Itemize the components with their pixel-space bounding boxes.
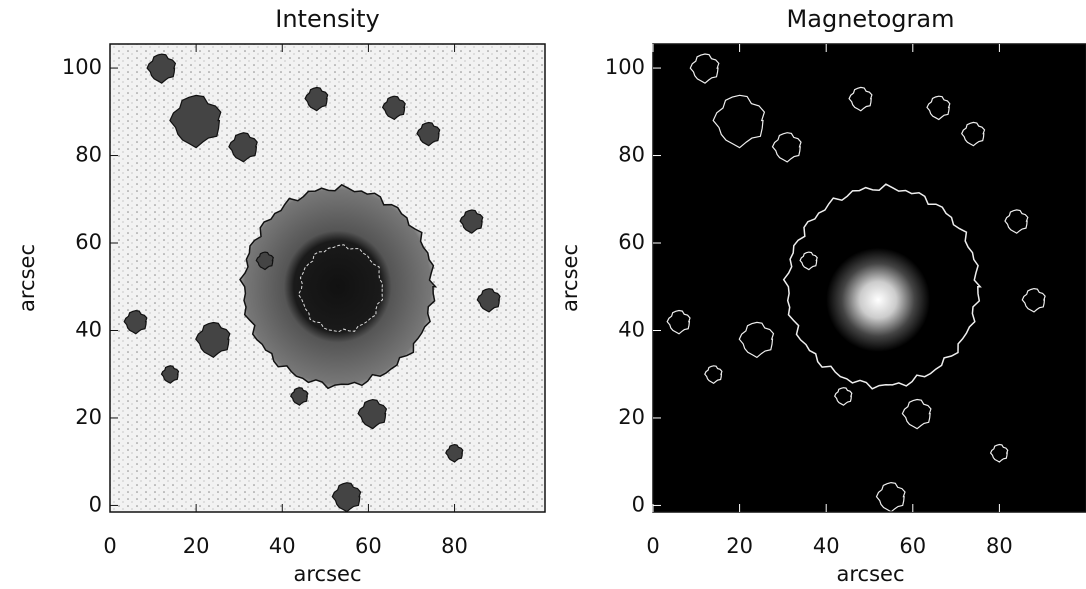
small-feature [848, 86, 873, 112]
small-feature [459, 209, 484, 234]
plot-frame [109, 43, 546, 513]
y-tick-label: 40 [75, 317, 102, 341]
y-tick-label: 20 [75, 405, 102, 429]
small-feature [169, 94, 222, 149]
small-feature [961, 121, 986, 147]
chart-title: Magnetogram [787, 5, 955, 33]
umbra-contour [297, 244, 384, 333]
y-tick-label: 100 [62, 55, 102, 79]
y-tick-label: 80 [75, 143, 102, 167]
x-tick-label: 0 [646, 534, 659, 558]
small-feature [926, 95, 951, 121]
small-feature [989, 443, 1009, 463]
chart-title: Intensity [275, 5, 379, 33]
y-axis-label: arcsec [558, 244, 582, 312]
x-tick-label: 60 [899, 534, 926, 558]
small-feature [689, 53, 720, 84]
small-feature [704, 365, 723, 385]
y-tick-label: 100 [605, 55, 645, 79]
x-tick-label: 80 [986, 534, 1013, 558]
small-feature [799, 251, 818, 271]
small-feature [416, 121, 441, 147]
small-feature [666, 309, 691, 335]
y-tick-label: 0 [632, 492, 645, 516]
x-tick-label: 20 [726, 534, 753, 558]
y-axis-label: arcsec [15, 244, 39, 312]
x-tick-label: 0 [103, 534, 116, 558]
x-tick-label: 80 [441, 534, 468, 558]
y-tick-label: 60 [618, 230, 645, 254]
small-feature [875, 481, 906, 513]
x-axis-label: arcsec [294, 562, 362, 586]
plot-frame [652, 43, 1086, 513]
penumbra [239, 183, 438, 390]
penumbra [782, 183, 982, 390]
y-tick-label: 80 [618, 143, 645, 167]
magnetic-core [826, 247, 931, 352]
small-feature [901, 398, 932, 430]
x-tick-label: 20 [183, 534, 210, 558]
small-feature [255, 251, 274, 271]
small-feature [833, 387, 853, 406]
y-tick-label: 0 [89, 492, 102, 516]
small-feature [160, 365, 180, 384]
small-feature [738, 321, 775, 359]
small-feature [289, 387, 309, 406]
small-feature [304, 86, 329, 112]
small-feature [1004, 209, 1029, 234]
small-feature [712, 94, 766, 149]
small-feature [381, 95, 406, 121]
small-feature [146, 53, 177, 84]
x-tick-label: 40 [813, 534, 840, 558]
small-feature [123, 309, 148, 335]
small-feature [195, 321, 231, 359]
y-tick-label: 40 [618, 317, 645, 341]
small-feature [771, 132, 802, 163]
x-tick-label: 40 [269, 534, 296, 558]
y-tick-label: 60 [75, 230, 102, 254]
x-tick-label: 60 [355, 534, 382, 558]
y-tick-label: 20 [618, 405, 645, 429]
small-feature [1021, 287, 1046, 313]
small-feature [228, 132, 258, 163]
small-feature [445, 443, 464, 463]
x-axis-label: arcsec [837, 562, 905, 586]
small-feature [357, 398, 388, 430]
small-feature [331, 482, 362, 513]
small-feature [476, 288, 501, 313]
